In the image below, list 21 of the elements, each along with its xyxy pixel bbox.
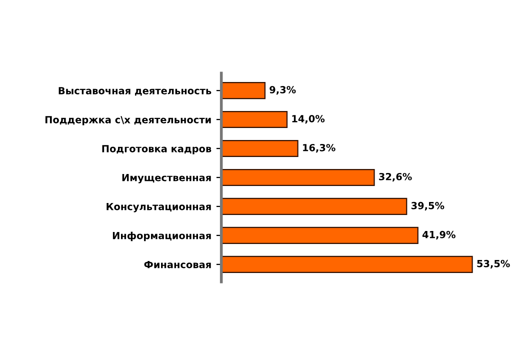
y-tick-label: Информационная <box>112 232 211 242</box>
y-tick-label: Поддержка с\х деятельности <box>45 116 211 126</box>
data-label: 53,5% <box>477 260 510 268</box>
bar <box>221 82 266 100</box>
y-tick-label: Имущественная <box>122 174 211 184</box>
data-label: 9,3% <box>270 86 296 95</box>
data-label: 41,9% <box>422 230 456 240</box>
y-tick-label: Консультационная <box>106 203 211 212</box>
data-label: 14,0% <box>292 114 325 124</box>
bar <box>221 226 418 244</box>
bar <box>221 110 288 128</box>
data-label: 16,3% <box>303 144 336 153</box>
y-tick-label: Подготовка кадров <box>102 145 212 154</box>
y-tick-label: Финансовая <box>144 261 211 268</box>
data-label: 39,5% <box>411 202 444 211</box>
bar <box>221 140 298 158</box>
data-label: 32,6% <box>379 172 412 182</box>
y-tick-label: Выставочная деятельность <box>58 87 212 96</box>
bar <box>221 256 473 273</box>
bar <box>221 168 375 186</box>
bar <box>221 198 408 215</box>
